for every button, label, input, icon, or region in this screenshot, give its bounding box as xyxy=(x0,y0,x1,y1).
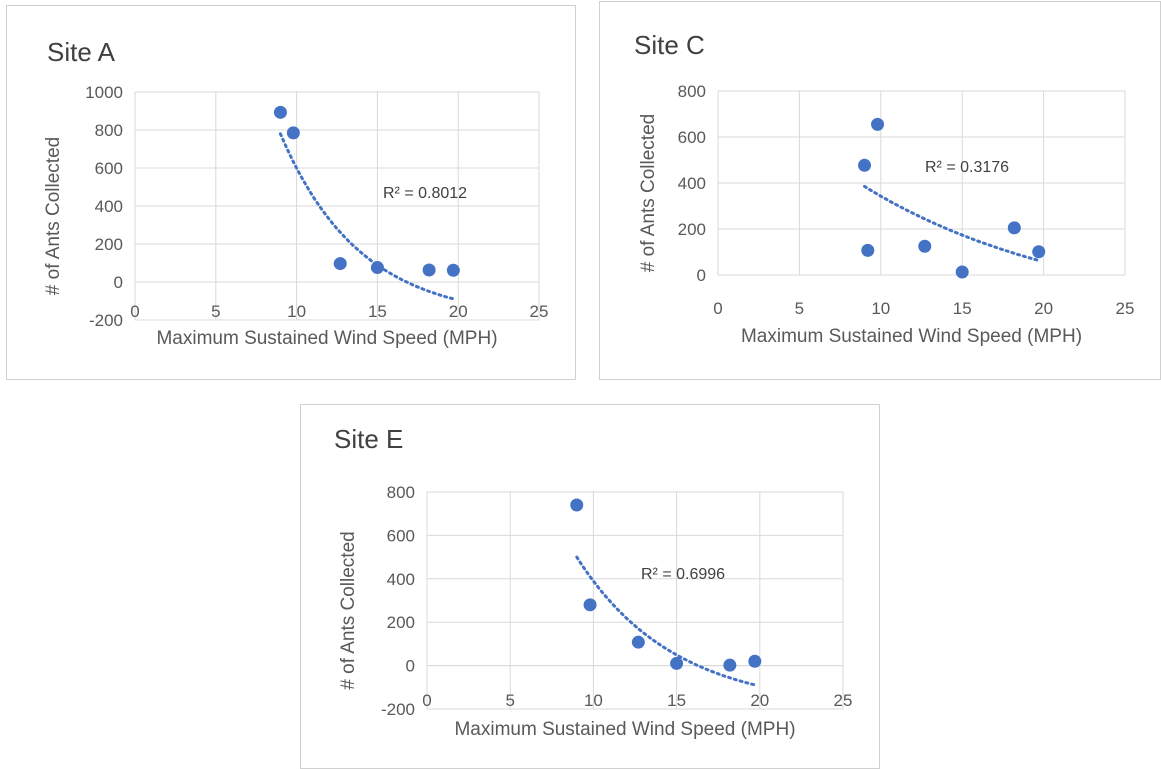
x-axis-label: Maximum Sustained Wind Speed (MPH) xyxy=(156,328,497,349)
y-tick-label: 600 xyxy=(95,159,123,178)
y-tick-label: 200 xyxy=(678,220,706,239)
data-point xyxy=(446,263,460,277)
y-axis-label: # of Ants Collected xyxy=(638,114,659,272)
x-tick-label: 20 xyxy=(449,302,468,321)
y-tick-label: 800 xyxy=(387,483,415,502)
chart-panel-site-a: Site A -200 0 200 400 600 800 1000 0 5 10 15 20 25 Max… xyxy=(6,5,576,380)
y-tick-label: 600 xyxy=(387,526,415,545)
y-tick-label: 0 xyxy=(697,266,706,285)
data-point xyxy=(858,158,872,172)
scatter-chart-site-c: Site C 0 200 400 600 800 0 5 10 15 20 25 Maximum Sus… xyxy=(634,30,1135,347)
chart-panel-site-c: Site C 0 200 400 600 800 0 5 10 15 20 25 Maximum Sus… xyxy=(599,1,1161,380)
chart-title: Site C xyxy=(634,30,705,60)
data-point xyxy=(723,658,737,672)
data-point xyxy=(370,261,384,275)
r-squared-label: R² = 0.6996 xyxy=(641,566,725,583)
data-point xyxy=(286,126,300,140)
x-tick-label: 0 xyxy=(422,691,431,710)
x-tick-label: 25 xyxy=(834,691,853,710)
x-tick-label: 15 xyxy=(368,302,387,321)
r-squared-label: R² = 0.8012 xyxy=(383,185,467,202)
x-tick-label: 10 xyxy=(287,302,306,321)
data-point xyxy=(670,656,684,670)
data-point xyxy=(333,257,347,271)
chart-title: Site A xyxy=(47,37,116,67)
x-tick-label: 0 xyxy=(130,302,139,321)
x-tick-label: 10 xyxy=(584,691,603,710)
chart-panel-site-e: Site E -200 0 200 400 600 800 0 5 10 15 20 25 Maximum… xyxy=(300,404,880,769)
data-point xyxy=(273,105,287,119)
y-tick-label: 800 xyxy=(95,121,123,140)
chart-title: Site E xyxy=(334,424,403,454)
data-point xyxy=(1007,221,1021,235)
y-axis-label: # of Ants Collected xyxy=(338,531,359,689)
data-point xyxy=(861,243,875,257)
x-tick-label: 20 xyxy=(750,691,769,710)
y-tick-label: 400 xyxy=(387,570,415,589)
x-tick-label: 20 xyxy=(1034,299,1053,318)
y-tick-label: 600 xyxy=(678,128,706,147)
x-tick-label: 15 xyxy=(953,299,972,318)
x-axis-label: Maximum Sustained Wind Speed (MPH) xyxy=(741,326,1082,347)
y-tick-label: 0 xyxy=(114,273,123,292)
y-tick-label: 1000 xyxy=(85,83,123,102)
trendline xyxy=(575,555,757,687)
data-point xyxy=(955,265,969,279)
trendline xyxy=(278,132,455,301)
y-tick-label: 400 xyxy=(678,174,706,193)
x-tick-label: 0 xyxy=(713,299,722,318)
data-point xyxy=(570,498,584,512)
r-squared-label: R² = 0.3176 xyxy=(925,159,1009,176)
x-tick-label: 5 xyxy=(505,691,514,710)
x-tick-label: 5 xyxy=(795,299,804,318)
x-tick-label: 10 xyxy=(871,299,890,318)
x-tick-label: 25 xyxy=(530,302,549,321)
data-point xyxy=(1032,245,1046,259)
x-tick-label: 25 xyxy=(1116,299,1135,318)
y-tick-label: 0 xyxy=(406,657,415,676)
x-tick-label: 15 xyxy=(667,691,686,710)
y-tick-label: 800 xyxy=(678,82,706,101)
y-axis-label: # of Ants Collected xyxy=(43,137,64,295)
y-tick-label: 400 xyxy=(95,197,123,216)
data-point xyxy=(748,654,762,668)
data-point xyxy=(631,635,645,649)
trendline xyxy=(863,184,1041,262)
scatter-chart-site-a: Site A -200 0 200 400 600 800 1000 0 5 10 15 20 25 Max… xyxy=(43,37,549,349)
y-tick-label: -200 xyxy=(89,311,123,330)
y-tick-label: 200 xyxy=(387,613,415,632)
y-tick-label: 200 xyxy=(95,235,123,254)
data-point xyxy=(583,598,597,612)
x-tick-label: 5 xyxy=(211,302,220,321)
y-tick-label: -200 xyxy=(381,700,415,719)
data-point xyxy=(422,263,436,277)
data-point xyxy=(918,239,932,253)
data-point xyxy=(871,117,885,131)
scatter-chart-site-e: Site E -200 0 200 400 600 800 0 5 10 15 20 25 Maximum… xyxy=(334,424,853,740)
x-axis-label: Maximum Sustained Wind Speed (MPH) xyxy=(454,719,795,740)
